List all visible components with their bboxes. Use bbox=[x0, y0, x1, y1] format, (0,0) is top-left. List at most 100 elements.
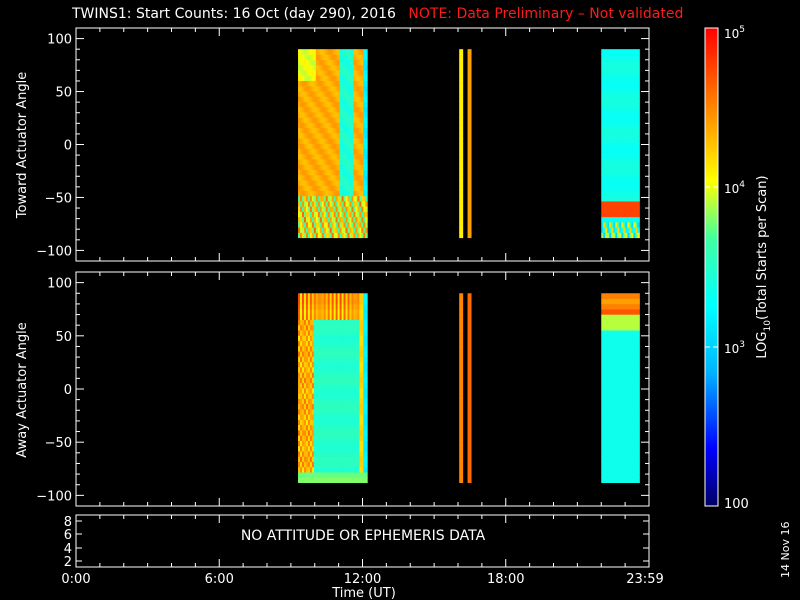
heat-cell bbox=[469, 430, 471, 436]
heat-cell bbox=[461, 372, 463, 378]
heat-cell bbox=[365, 304, 367, 310]
heat-cell bbox=[469, 346, 471, 352]
heat-cell bbox=[365, 477, 367, 483]
heat-cell bbox=[461, 441, 463, 447]
heat-cell bbox=[365, 164, 367, 170]
heat-cell bbox=[637, 75, 639, 81]
heat-cell bbox=[461, 96, 463, 102]
top-ytick-label: 100 bbox=[47, 33, 72, 48]
heat-cell bbox=[461, 154, 463, 160]
heat-cell bbox=[461, 351, 463, 357]
heat-cell bbox=[461, 330, 463, 336]
heat-cell bbox=[461, 367, 463, 373]
heat-cell bbox=[365, 356, 367, 362]
heat-cell bbox=[365, 117, 367, 123]
heat-cell bbox=[461, 419, 463, 425]
heat-cell bbox=[637, 356, 639, 362]
top-ytick-label: −100 bbox=[36, 244, 72, 259]
heat-cell bbox=[469, 409, 471, 415]
heat-cell bbox=[469, 107, 471, 113]
colorbar-tick-top: 105 bbox=[724, 25, 745, 41]
heat-cell bbox=[461, 472, 463, 478]
heat-cell bbox=[637, 362, 639, 368]
heat-cell bbox=[461, 180, 463, 186]
heat-cell bbox=[461, 377, 463, 383]
heat-cell bbox=[461, 164, 463, 170]
heat-cell bbox=[469, 356, 471, 362]
heat-cell bbox=[461, 314, 463, 320]
heat-cell bbox=[637, 96, 639, 102]
heat-cell bbox=[637, 227, 639, 233]
heat-cell bbox=[637, 435, 639, 441]
heat-cell bbox=[469, 309, 471, 315]
heat-cell bbox=[461, 346, 463, 352]
heat-cell bbox=[469, 227, 471, 233]
heat-cell bbox=[365, 96, 367, 102]
heat-cell bbox=[365, 456, 367, 462]
date-stamp: 14 Nov 16 bbox=[779, 522, 792, 578]
heat-cell bbox=[461, 456, 463, 462]
heat-cell bbox=[365, 435, 367, 441]
colorbar-tick-mid-lo: 103 bbox=[724, 340, 745, 356]
heat-cell bbox=[365, 430, 367, 436]
heat-cell bbox=[461, 425, 463, 431]
heat-cell bbox=[637, 196, 639, 202]
heat-cell bbox=[461, 414, 463, 420]
heat-cell bbox=[637, 180, 639, 186]
heat-cell bbox=[365, 154, 367, 160]
heat-cell bbox=[461, 149, 463, 155]
heat-cell bbox=[469, 232, 471, 238]
heat-cell bbox=[469, 75, 471, 81]
heat-cell bbox=[637, 304, 639, 310]
heat-cell bbox=[461, 383, 463, 389]
heat-cell bbox=[469, 154, 471, 160]
heat-cell bbox=[469, 388, 471, 394]
heat-cell bbox=[469, 170, 471, 176]
heat-cell bbox=[461, 404, 463, 410]
heat-cell bbox=[365, 309, 367, 315]
bottom-heat-block-1 bbox=[298, 293, 368, 483]
heat-cell bbox=[637, 383, 639, 389]
heat-cell bbox=[365, 330, 367, 336]
heat-cell bbox=[637, 54, 639, 60]
heat-cell bbox=[365, 201, 367, 207]
heat-cell bbox=[365, 175, 367, 181]
heat-cell bbox=[637, 456, 639, 462]
heat-cell bbox=[637, 60, 639, 66]
heat-cell bbox=[637, 446, 639, 452]
heat-cell bbox=[637, 201, 639, 207]
heat-cell bbox=[469, 367, 471, 373]
bottom-ytick-label: 0 bbox=[64, 383, 72, 398]
heat-cell bbox=[365, 54, 367, 60]
heat-cell bbox=[469, 164, 471, 170]
xtick-label: 18:00 bbox=[487, 572, 524, 587]
heat-cell bbox=[365, 91, 367, 97]
heat-cell bbox=[637, 472, 639, 478]
heat-cell bbox=[365, 388, 367, 394]
heat-cell bbox=[469, 398, 471, 404]
heat-cell bbox=[461, 309, 463, 315]
bottom-heatmap bbox=[298, 293, 640, 483]
heat-cell bbox=[469, 325, 471, 331]
heat-cell bbox=[365, 212, 367, 218]
heat-cell bbox=[469, 70, 471, 76]
heat-cell bbox=[461, 451, 463, 457]
heat-cell bbox=[637, 65, 639, 71]
top-ytick-label: −50 bbox=[45, 191, 72, 206]
heat-cell bbox=[365, 472, 367, 478]
top-heat-block-3 bbox=[468, 49, 472, 238]
heat-cell bbox=[469, 180, 471, 186]
heat-cell bbox=[365, 409, 367, 415]
heat-cell bbox=[461, 185, 463, 191]
heat-cell bbox=[637, 404, 639, 410]
bottom-heat-block-4 bbox=[601, 293, 640, 483]
heat-cell bbox=[637, 212, 639, 218]
heat-cell bbox=[637, 477, 639, 483]
heat-cell bbox=[461, 49, 463, 55]
heat-cell bbox=[637, 299, 639, 305]
heat-cell bbox=[637, 143, 639, 149]
heat-cell bbox=[469, 330, 471, 336]
heat-cell bbox=[469, 91, 471, 97]
heat-cell bbox=[461, 212, 463, 218]
heat-cell bbox=[637, 154, 639, 160]
